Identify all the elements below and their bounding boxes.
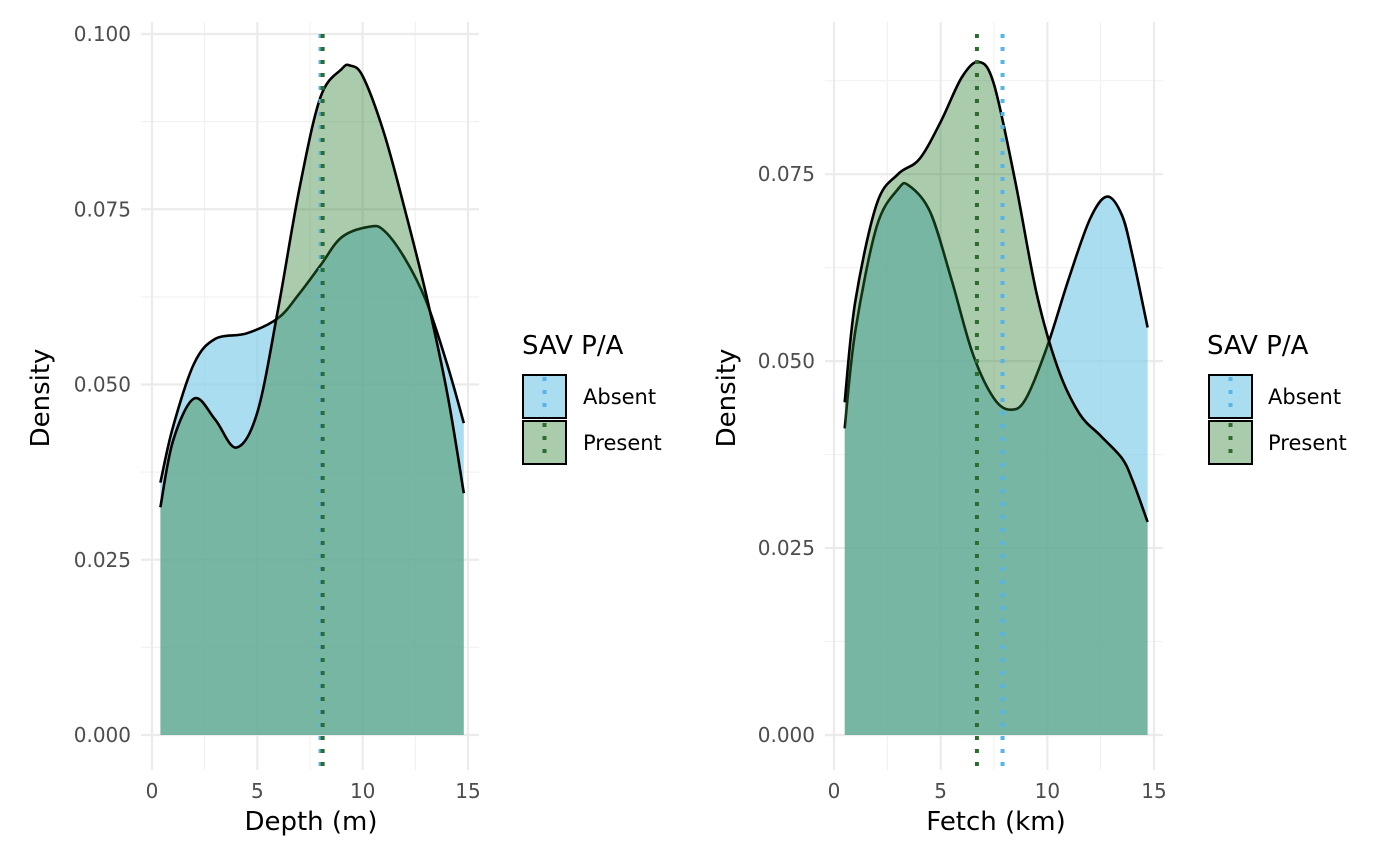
panel-fetch-legend-entry-absent: Absent — [1208, 374, 1341, 419]
panel-fetch-density-area-absent — [844, 183, 1148, 736]
panel-depth-legend-entry-absent: Absent — [522, 374, 656, 419]
panel-depth-legend-key-present — [522, 420, 567, 465]
panel-depth-legend-label-present: Present — [583, 431, 662, 455]
panel-fetch-density-line-absent — [843, 181, 1149, 429]
panel-depth-x-tick-label: 5 — [251, 779, 264, 803]
panel-fetch-x-tick-label: 5 — [934, 779, 947, 803]
panel-depth-density-line-present — [159, 63, 466, 508]
panel-depth-y-axis-title: Density — [26, 349, 56, 448]
panel-depth-legend-entry-present: Present — [522, 420, 662, 465]
panel-fetch-density-line-present — [843, 60, 1149, 523]
panel-fetch-legend-label-present: Present — [1268, 431, 1347, 455]
panel-fetch-y-tick-label: 0.075 — [758, 162, 815, 186]
panel-depth-y-tick-label: 0.025 — [74, 548, 131, 572]
panel-depth-legend-label-absent: Absent — [583, 385, 656, 409]
panel-fetch-legend-key-present — [1208, 420, 1253, 465]
panel-fetch-x-tick-label: 15 — [1141, 779, 1166, 803]
panel-depth-density-line-absent — [159, 224, 466, 483]
panel-fetch-y-tick-label: 0.050 — [758, 349, 815, 373]
panel-fetch-y-tick-label: 0.000 — [758, 723, 815, 747]
panel-fetch-legend-label-absent: Absent — [1268, 385, 1341, 409]
panel-fetch-x-tick-label: 10 — [1035, 779, 1060, 803]
panel-fetch-plot: 0 5 10 15 0.000 0.025 0.050 0.075 — [758, 22, 1167, 803]
panel-fetch-y-axis-title: Density — [712, 349, 742, 448]
panel-fetch-x-axis-title: Fetch (km) — [926, 807, 1065, 837]
panel-fetch-legend-title: SAV P/A — [1207, 331, 1309, 361]
panel-depth-x-tick-label: 15 — [455, 779, 480, 803]
panel-depth-plot: 0 5 10 15 0.000 0.025 0.050 0.075 0.100 — [74, 22, 481, 803]
panel-depth-legend: SAV P/A Absent Present — [522, 331, 662, 465]
panel-fetch-legend-key-absent — [1208, 374, 1253, 419]
panel-depth-density-area-present — [160, 64, 464, 735]
panel-depth-x-axis-title: Depth (m) — [244, 807, 377, 837]
panel-depth-y-tick-label: 0.050 — [74, 373, 131, 397]
panel-depth-legend-key-absent — [522, 374, 567, 419]
panel-depth-y-tick-label: 0.000 — [74, 723, 131, 747]
panel-depth-x-tick-label: 10 — [350, 779, 375, 803]
panel-depth-x-tick-label: 0 — [146, 779, 159, 803]
panel-fetch: 0 5 10 15 0.000 0.025 0.050 0.075 Fetch (km) De… — [712, 22, 1347, 837]
panel-fetch-x-tick-label: 0 — [828, 779, 841, 803]
panel-fetch-density-area-present — [844, 61, 1148, 735]
panel-depth-density-area-absent — [160, 225, 464, 736]
panel-fetch-y-tick-label: 0.025 — [758, 536, 815, 560]
panel-fetch-legend-entry-present: Present — [1208, 420, 1347, 465]
panel-depth-y-tick-label: 0.075 — [74, 197, 131, 221]
panel-fetch-legend: SAV P/A Absent Present — [1207, 331, 1347, 465]
panel-depth: 0 5 10 15 0.000 0.025 0.050 0.075 0.100 Depth (m… — [26, 22, 662, 837]
panel-depth-legend-title: SAV P/A — [522, 331, 624, 361]
panel-depth-y-tick-label: 0.100 — [74, 22, 131, 46]
